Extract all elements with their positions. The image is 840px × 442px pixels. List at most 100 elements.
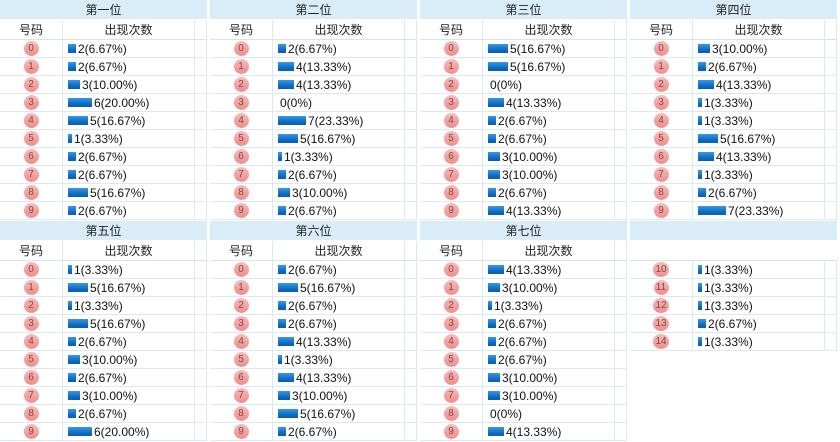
count-label: 1(3.33%)	[74, 131, 123, 146]
row-spacer	[195, 94, 207, 111]
count-cell: 5(16.67%)	[273, 130, 405, 147]
position-section: 第二位 号码 出现次数 0 2(6.67%) 1 4(13.33%) 2	[210, 0, 420, 221]
count-cell: 2(6.67%)	[693, 58, 825, 75]
number-badge: 12	[653, 298, 669, 313]
frequency-bar-icon	[488, 301, 492, 310]
count-label: 3(10.00%)	[82, 352, 138, 367]
number-cell: 5	[420, 130, 483, 147]
number-badge: 13	[653, 316, 669, 331]
count-cell: 3(10.00%)	[63, 76, 195, 93]
number-cell: 0	[420, 40, 483, 57]
count-label: 2(6.67%)	[288, 424, 337, 439]
number-badge: 9	[653, 203, 669, 218]
row-spacer	[195, 166, 207, 183]
count-label: 2(6.67%)	[498, 185, 547, 200]
frequency-bar-icon	[488, 283, 500, 292]
number-cell: 3	[420, 315, 483, 332]
header-spacer	[405, 241, 417, 260]
count-cell: 5(16.67%)	[63, 315, 195, 332]
frequency-bar-icon	[278, 188, 290, 197]
number-cell: 1	[210, 279, 273, 296]
table-row: 4 2(6.67%)	[420, 333, 627, 351]
table-body: 0 2(6.67%) 1 2(6.67%) 2 3(10.00%) 3	[0, 40, 207, 220]
count-label: 7(23.33%)	[308, 113, 364, 128]
position-section: 第三位 号码 出现次数 0 5(16.67%) 1 5(16.67%) 2	[420, 0, 630, 221]
col-header-number: 号码	[0, 20, 63, 39]
row-spacer	[615, 405, 627, 422]
count-cell: 0(0%)	[483, 405, 615, 422]
table-row: 4 1(3.33%)	[630, 112, 837, 130]
frequency-bar-icon	[488, 391, 500, 400]
header-spacer	[615, 20, 627, 39]
frequency-table: 第七位 号码 出现次数 0 4(13.33%) 1 3(10.00%) 2	[420, 221, 627, 441]
row-spacer	[195, 76, 207, 93]
count-cell: 3(10.00%)	[63, 351, 195, 368]
number-cell: 3	[0, 94, 63, 111]
count-label: 1(3.33%)	[704, 262, 753, 277]
count-cell: 2(6.67%)	[273, 297, 405, 314]
number-cell: 8	[210, 405, 273, 422]
header-spacer	[405, 20, 417, 39]
count-cell: 2(6.67%)	[63, 333, 195, 350]
number-badge: 5	[443, 352, 459, 367]
count-label: 4(13.33%)	[716, 77, 772, 92]
count-cell: 5(16.67%)	[693, 130, 825, 147]
number-badge: 2	[653, 77, 669, 92]
count-label: 4(13.33%)	[506, 424, 562, 439]
number-badge: 6	[23, 149, 39, 164]
count-label: 2(6.67%)	[498, 334, 547, 349]
count-label: 1(3.33%)	[704, 167, 753, 182]
count-label: 0(0%)	[490, 406, 523, 421]
table-body: 0 1(3.33%) 1 5(16.67%) 2 1(3.33%) 3	[0, 261, 207, 441]
count-label: 5(16.67%)	[90, 316, 146, 331]
col-header-count: 出现次数	[273, 241, 405, 260]
number-cell: 2	[420, 76, 483, 93]
table-row: 2 1(3.33%)	[0, 297, 207, 315]
number-badge: 4	[233, 334, 249, 349]
number-badge: 3	[23, 316, 39, 331]
row-spacer	[615, 315, 627, 332]
frequency-bar-icon	[488, 170, 500, 179]
count-label: 2(6.67%)	[288, 262, 337, 277]
number-cell: 4	[210, 333, 273, 350]
count-label: 2(6.67%)	[498, 113, 547, 128]
count-label: 4(13.33%)	[506, 262, 562, 277]
row-spacer	[615, 148, 627, 165]
row-spacer	[825, 112, 837, 129]
frequency-bar-icon	[278, 170, 286, 179]
row-spacer	[405, 315, 417, 332]
count-cell: 2(6.67%)	[273, 261, 405, 278]
number-cell: 5	[630, 130, 693, 147]
count-cell: 2(6.67%)	[63, 166, 195, 183]
frequency-bar-icon	[278, 80, 294, 89]
number-cell: 2	[420, 297, 483, 314]
table-row: 0 5(16.67%)	[420, 40, 627, 58]
number-cell: 0	[210, 261, 273, 278]
row-spacer	[405, 166, 417, 183]
count-label: 5(16.67%)	[90, 113, 146, 128]
frequency-bar-icon	[278, 152, 282, 161]
count-cell: 4(13.33%)	[273, 369, 405, 386]
row-spacer	[615, 40, 627, 57]
number-badge: 7	[233, 388, 249, 403]
count-cell: 4(13.33%)	[273, 333, 405, 350]
frequency-bar-icon	[68, 355, 80, 364]
number-badge: 2	[443, 77, 459, 92]
row-spacer	[195, 297, 207, 314]
number-cell: 9	[0, 202, 63, 219]
number-cell: 6	[0, 148, 63, 165]
number-cell: 9	[210, 202, 273, 219]
row-spacer	[195, 423, 207, 440]
position-section: 第六位 号码 出现次数 0 2(6.67%) 1 5(16.67%) 2	[210, 221, 420, 442]
table-row: 7 3(10.00%)	[420, 166, 627, 184]
frequency-bar-icon	[488, 355, 496, 364]
table-body: 0 2(6.67%) 1 5(16.67%) 2 2(6.67%) 3	[210, 261, 417, 441]
frequency-bar-icon	[68, 116, 88, 125]
frequency-bar-icon	[68, 319, 88, 328]
col-header-number: 号码	[210, 241, 273, 260]
frequency-bar-icon	[278, 265, 286, 274]
table-header: 号码 出现次数	[630, 20, 837, 40]
number-cell: 1	[630, 58, 693, 75]
table-row: 9 4(13.33%)	[420, 423, 627, 441]
count-label: 3(10.00%)	[292, 388, 348, 403]
